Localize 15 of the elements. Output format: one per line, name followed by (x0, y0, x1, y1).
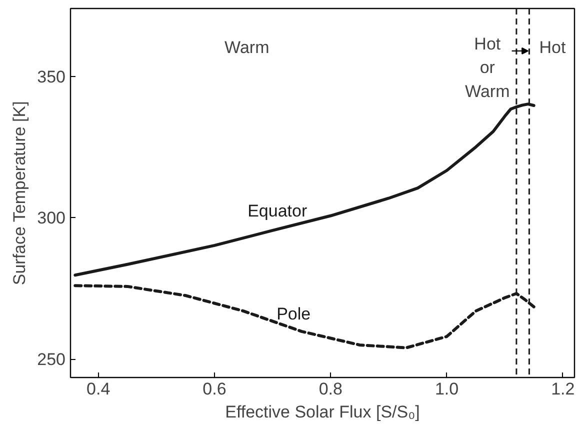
x-tick-label: 0.8 (318, 380, 342, 398)
x-tick-label: 1.2 (551, 380, 575, 398)
x-tick-label: 1.0 (434, 380, 459, 398)
x-tick-label: 0.4 (86, 380, 110, 398)
annotation: Hot or Warm (465, 34, 510, 101)
series-label: Pole (276, 304, 311, 324)
y-axis-title: Surface Temperature [K] (10, 101, 30, 286)
x-tick-label: 0.6 (202, 380, 226, 398)
y-tick-label: 350 (37, 67, 66, 86)
y-tick-label: 250 (37, 350, 66, 370)
annotation: Warm (224, 38, 270, 57)
annotation: Hot (539, 38, 566, 57)
x-axis-title: Effective Solar Flux [S/S₀] (225, 402, 420, 422)
y-tick-label: 300 (37, 208, 66, 228)
series-label: Equator (248, 201, 308, 220)
